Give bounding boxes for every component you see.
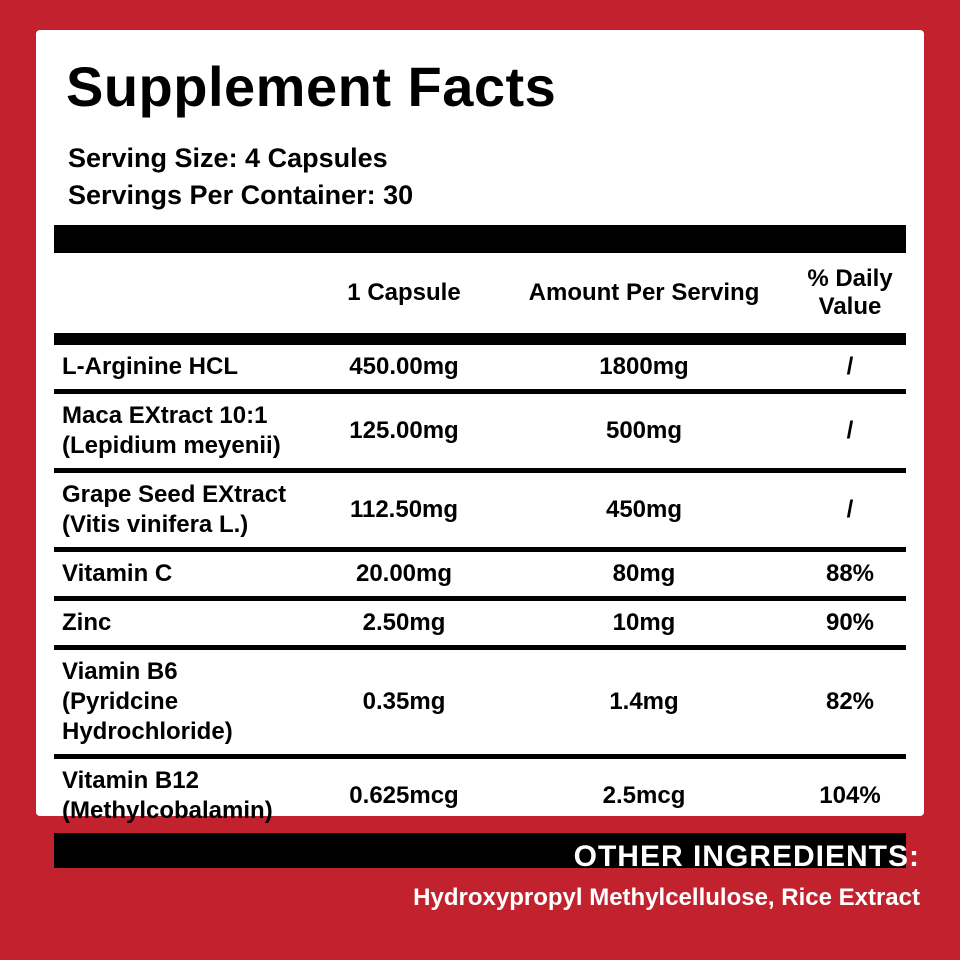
ingredient-name: Grape Seed EXtract (Vitis vinifera L.) [62,481,287,538]
ingredient-name: Vitamin C [62,560,173,587]
capsule-amount: 450.00mg [349,353,459,380]
table-row: Viamin B6 (Pyridcine Hydrochloride) 0.35… [54,650,906,759]
daily-value: / [846,353,854,380]
column-header-amount-per-serving: Amount Per Serving [528,279,760,306]
amount-per-serving: 80mg [612,560,676,587]
servings-per-container: Servings Per Container: 30 [68,180,414,210]
other-ingredients-section: OTHER INGREDIENTS: Hydroxypropyl Methylc… [413,840,920,912]
capsule-amount: 20.00mg [355,560,453,587]
table-header-row: 1 Capsule Amount Per Serving % Daily Val… [54,253,906,333]
capsule-amount: 2.50mg [362,609,446,636]
column-header-daily-value: % Daily Value [807,265,893,320]
amount-per-serving: 1800mg [599,353,689,380]
table-row: Grape Seed EXtract (Vitis vinifera L.) 1… [54,473,906,552]
page-title: Supplement Facts [66,55,557,118]
amount-per-serving: 2.5mcg [602,782,686,809]
serving-size: Serving Size: 4 Capsules [68,143,388,173]
other-ingredients-text: Hydroxypropyl Methylcellulose, Rice Extr… [413,884,920,911]
daily-value: 88% [825,560,875,587]
daily-value: / [846,496,854,523]
capsule-amount: 112.50mg [349,496,459,523]
daily-value: / [846,417,854,444]
amount-per-serving: 10mg [612,609,676,636]
other-ingredients-heading: OTHER INGREDIENTS: [573,840,920,873]
column-header-capsule: 1 Capsule [347,279,461,306]
divider-bar-bottom [54,838,906,868]
table-row: Vitamin B12 (Methylcobalamin) 0.625mcg 2… [54,759,906,838]
amount-per-serving: 500mg [605,417,683,444]
ingredient-name: Zinc [62,609,112,636]
amount-per-serving: 1.4mg [609,688,679,715]
ingredient-name: Viamin B6 (Pyridcine Hydrochloride) [62,658,233,745]
divider-bar-header [54,333,906,345]
table-row: Vitamin C 20.00mg 80mg 88% [54,552,906,601]
ingredient-name: Maca EXtract 10:1 (Lepidium meyenii) [62,402,281,459]
daily-value: 104% [819,782,881,809]
daily-value: 82% [825,688,875,715]
ingredient-name: Vitamin B12 (Methylcobalamin) [62,767,273,824]
table-row: Zinc 2.50mg 10mg 90% [54,601,906,650]
capsule-amount: 0.625mcg [349,782,459,809]
capsule-amount: 0.35mg [362,688,446,715]
supplement-facts-panel: Supplement Facts Serving Size: 4 Capsule… [36,30,924,868]
divider-bar-top [54,225,906,253]
table-row: L-Arginine HCL 450.00mg 1800mg / [54,345,906,394]
daily-value: 90% [825,609,875,636]
table-row: Maca EXtract 10:1 (Lepidium meyenii) 125… [54,394,906,473]
capsule-amount: 125.00mg [349,417,459,444]
amount-per-serving: 450mg [605,496,683,523]
ingredient-name: L-Arginine HCL [62,353,238,380]
